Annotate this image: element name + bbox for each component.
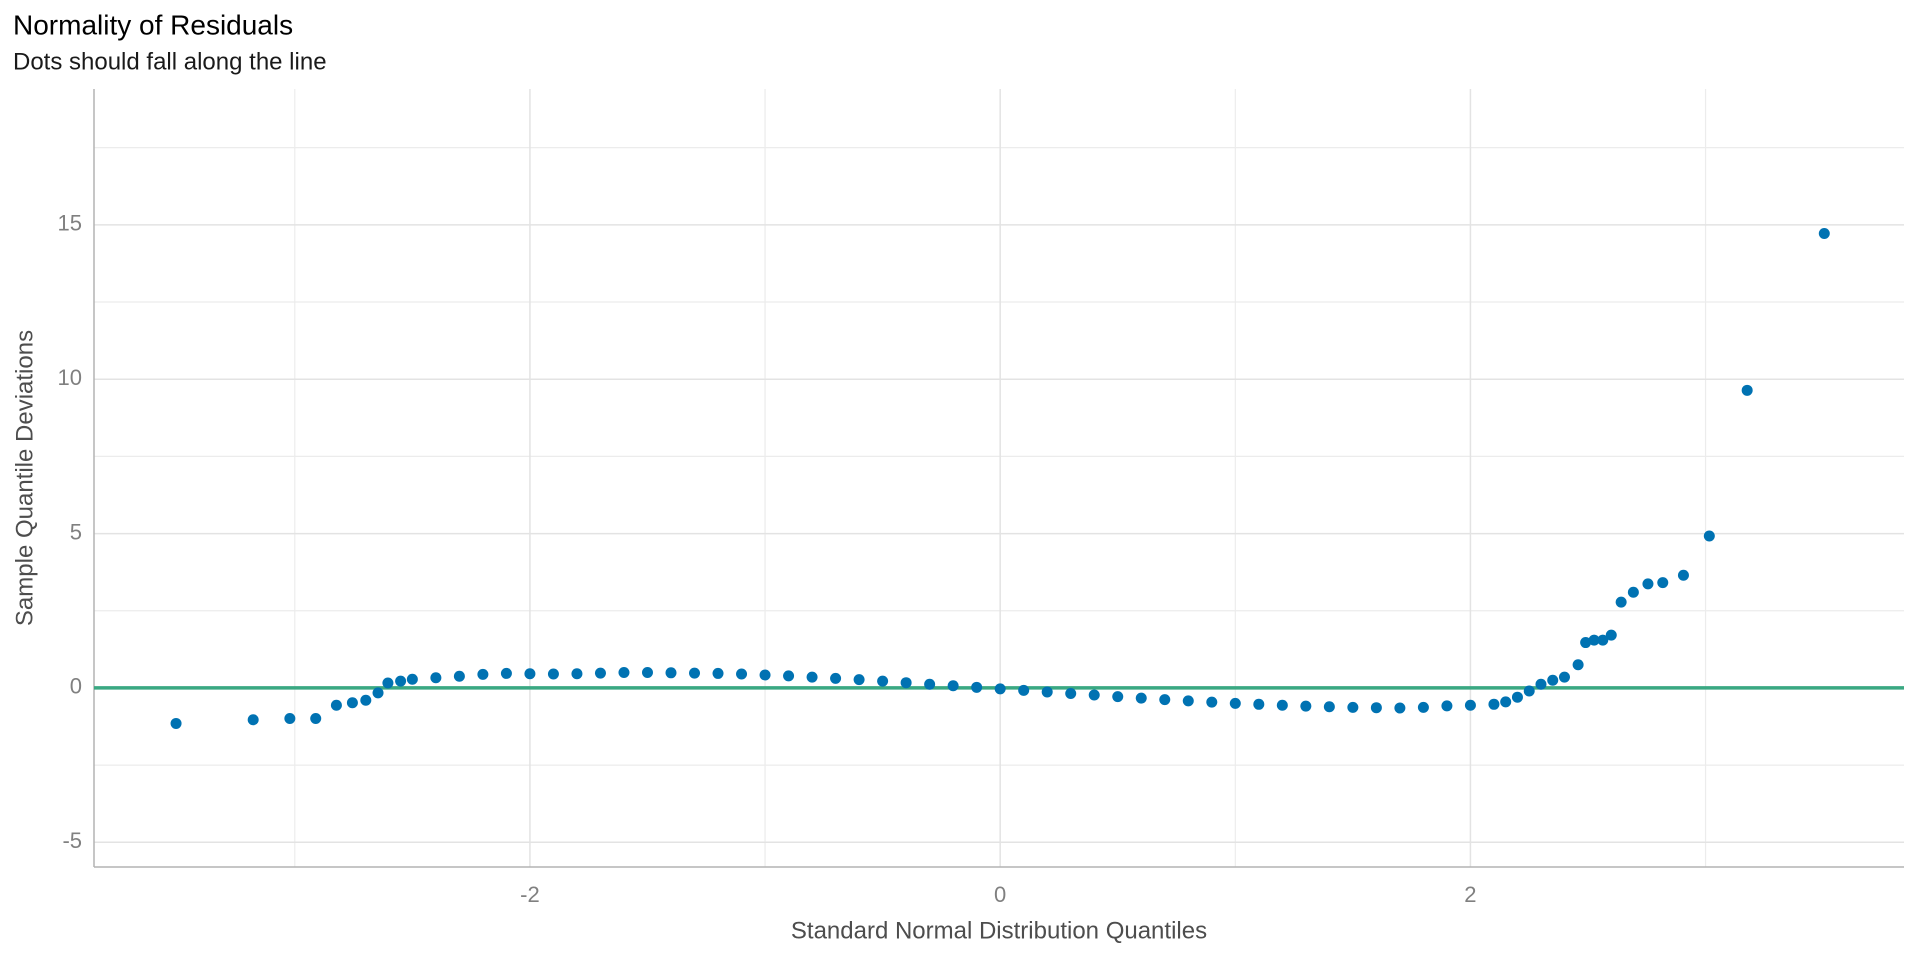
- x-axis-title: Standard Normal Distribution Quantiles: [791, 917, 1207, 944]
- point: [594, 667, 606, 679]
- point: [1597, 634, 1609, 646]
- point: [500, 667, 512, 679]
- point: [1741, 384, 1753, 396]
- point: [1488, 698, 1500, 710]
- point: [346, 697, 358, 709]
- point: [310, 713, 322, 725]
- point: [618, 667, 630, 678]
- point: [947, 680, 959, 692]
- y-tick-label: 5: [70, 519, 82, 544]
- point: [994, 683, 1006, 695]
- point: [1580, 637, 1592, 649]
- y-tick-label: 0: [70, 674, 82, 699]
- y-tick-label: 15: [58, 211, 82, 236]
- point: [736, 668, 748, 680]
- point: [1441, 700, 1453, 712]
- point: [689, 667, 701, 679]
- x-tick-label: 0: [994, 882, 1006, 907]
- point: [330, 699, 342, 711]
- point: [1394, 702, 1406, 714]
- point: [806, 671, 818, 683]
- point: [1818, 227, 1830, 239]
- point: [1642, 578, 1654, 590]
- point: [1041, 686, 1053, 698]
- point: [1558, 671, 1570, 683]
- point: [430, 672, 442, 684]
- point: [1065, 687, 1077, 699]
- chart-title: Normality of Residuals: [13, 9, 293, 40]
- point: [1677, 569, 1689, 581]
- point: [170, 717, 182, 729]
- x-tick-label: 2: [1464, 882, 1476, 907]
- point: [524, 668, 536, 680]
- point: [1535, 678, 1547, 690]
- point: [1206, 696, 1218, 708]
- point: [453, 670, 465, 682]
- point: [1615, 596, 1627, 608]
- point: [783, 670, 795, 682]
- point: [1370, 702, 1382, 714]
- point: [924, 678, 936, 690]
- point: [712, 667, 724, 679]
- point: [1276, 699, 1288, 711]
- point: [759, 669, 771, 681]
- point: [1088, 689, 1100, 701]
- point: [1523, 685, 1535, 697]
- point: [1323, 701, 1335, 713]
- point: [1135, 692, 1147, 704]
- point: [406, 673, 418, 685]
- point: [284, 713, 296, 725]
- point: [1347, 701, 1359, 713]
- point: [382, 677, 394, 689]
- point: [900, 677, 912, 689]
- point: [1657, 577, 1669, 589]
- point: [1229, 697, 1241, 709]
- point: [1182, 695, 1194, 707]
- point: [1588, 634, 1600, 646]
- point: [1300, 700, 1312, 712]
- point: [477, 668, 489, 680]
- y-axis-title: Sample Quantile Deviations: [11, 330, 38, 626]
- point: [1703, 530, 1715, 542]
- point: [1627, 586, 1639, 598]
- point: [547, 668, 559, 680]
- point: [1112, 691, 1124, 703]
- point: [1547, 674, 1559, 686]
- point: [830, 672, 842, 684]
- x-tick-label: -2: [520, 882, 540, 907]
- point: [877, 675, 889, 687]
- point: [1018, 684, 1030, 696]
- point: [1605, 629, 1617, 641]
- point: [247, 714, 259, 726]
- point: [395, 675, 407, 687]
- point: [641, 667, 653, 678]
- point: [360, 694, 372, 706]
- chart-subtitle: Dots should fall along the line: [13, 48, 327, 75]
- point: [372, 687, 384, 699]
- point: [571, 668, 583, 680]
- y-tick-label: -5: [62, 828, 82, 853]
- point: [1511, 691, 1523, 703]
- y-tick-label: 10: [58, 365, 82, 390]
- point: [971, 681, 983, 693]
- point: [1417, 701, 1429, 713]
- point: [1500, 696, 1512, 708]
- point: [1572, 659, 1584, 671]
- point: [665, 667, 677, 679]
- point: [1253, 698, 1265, 710]
- point: [853, 674, 865, 686]
- point: [1159, 694, 1171, 706]
- point: [1464, 699, 1476, 711]
